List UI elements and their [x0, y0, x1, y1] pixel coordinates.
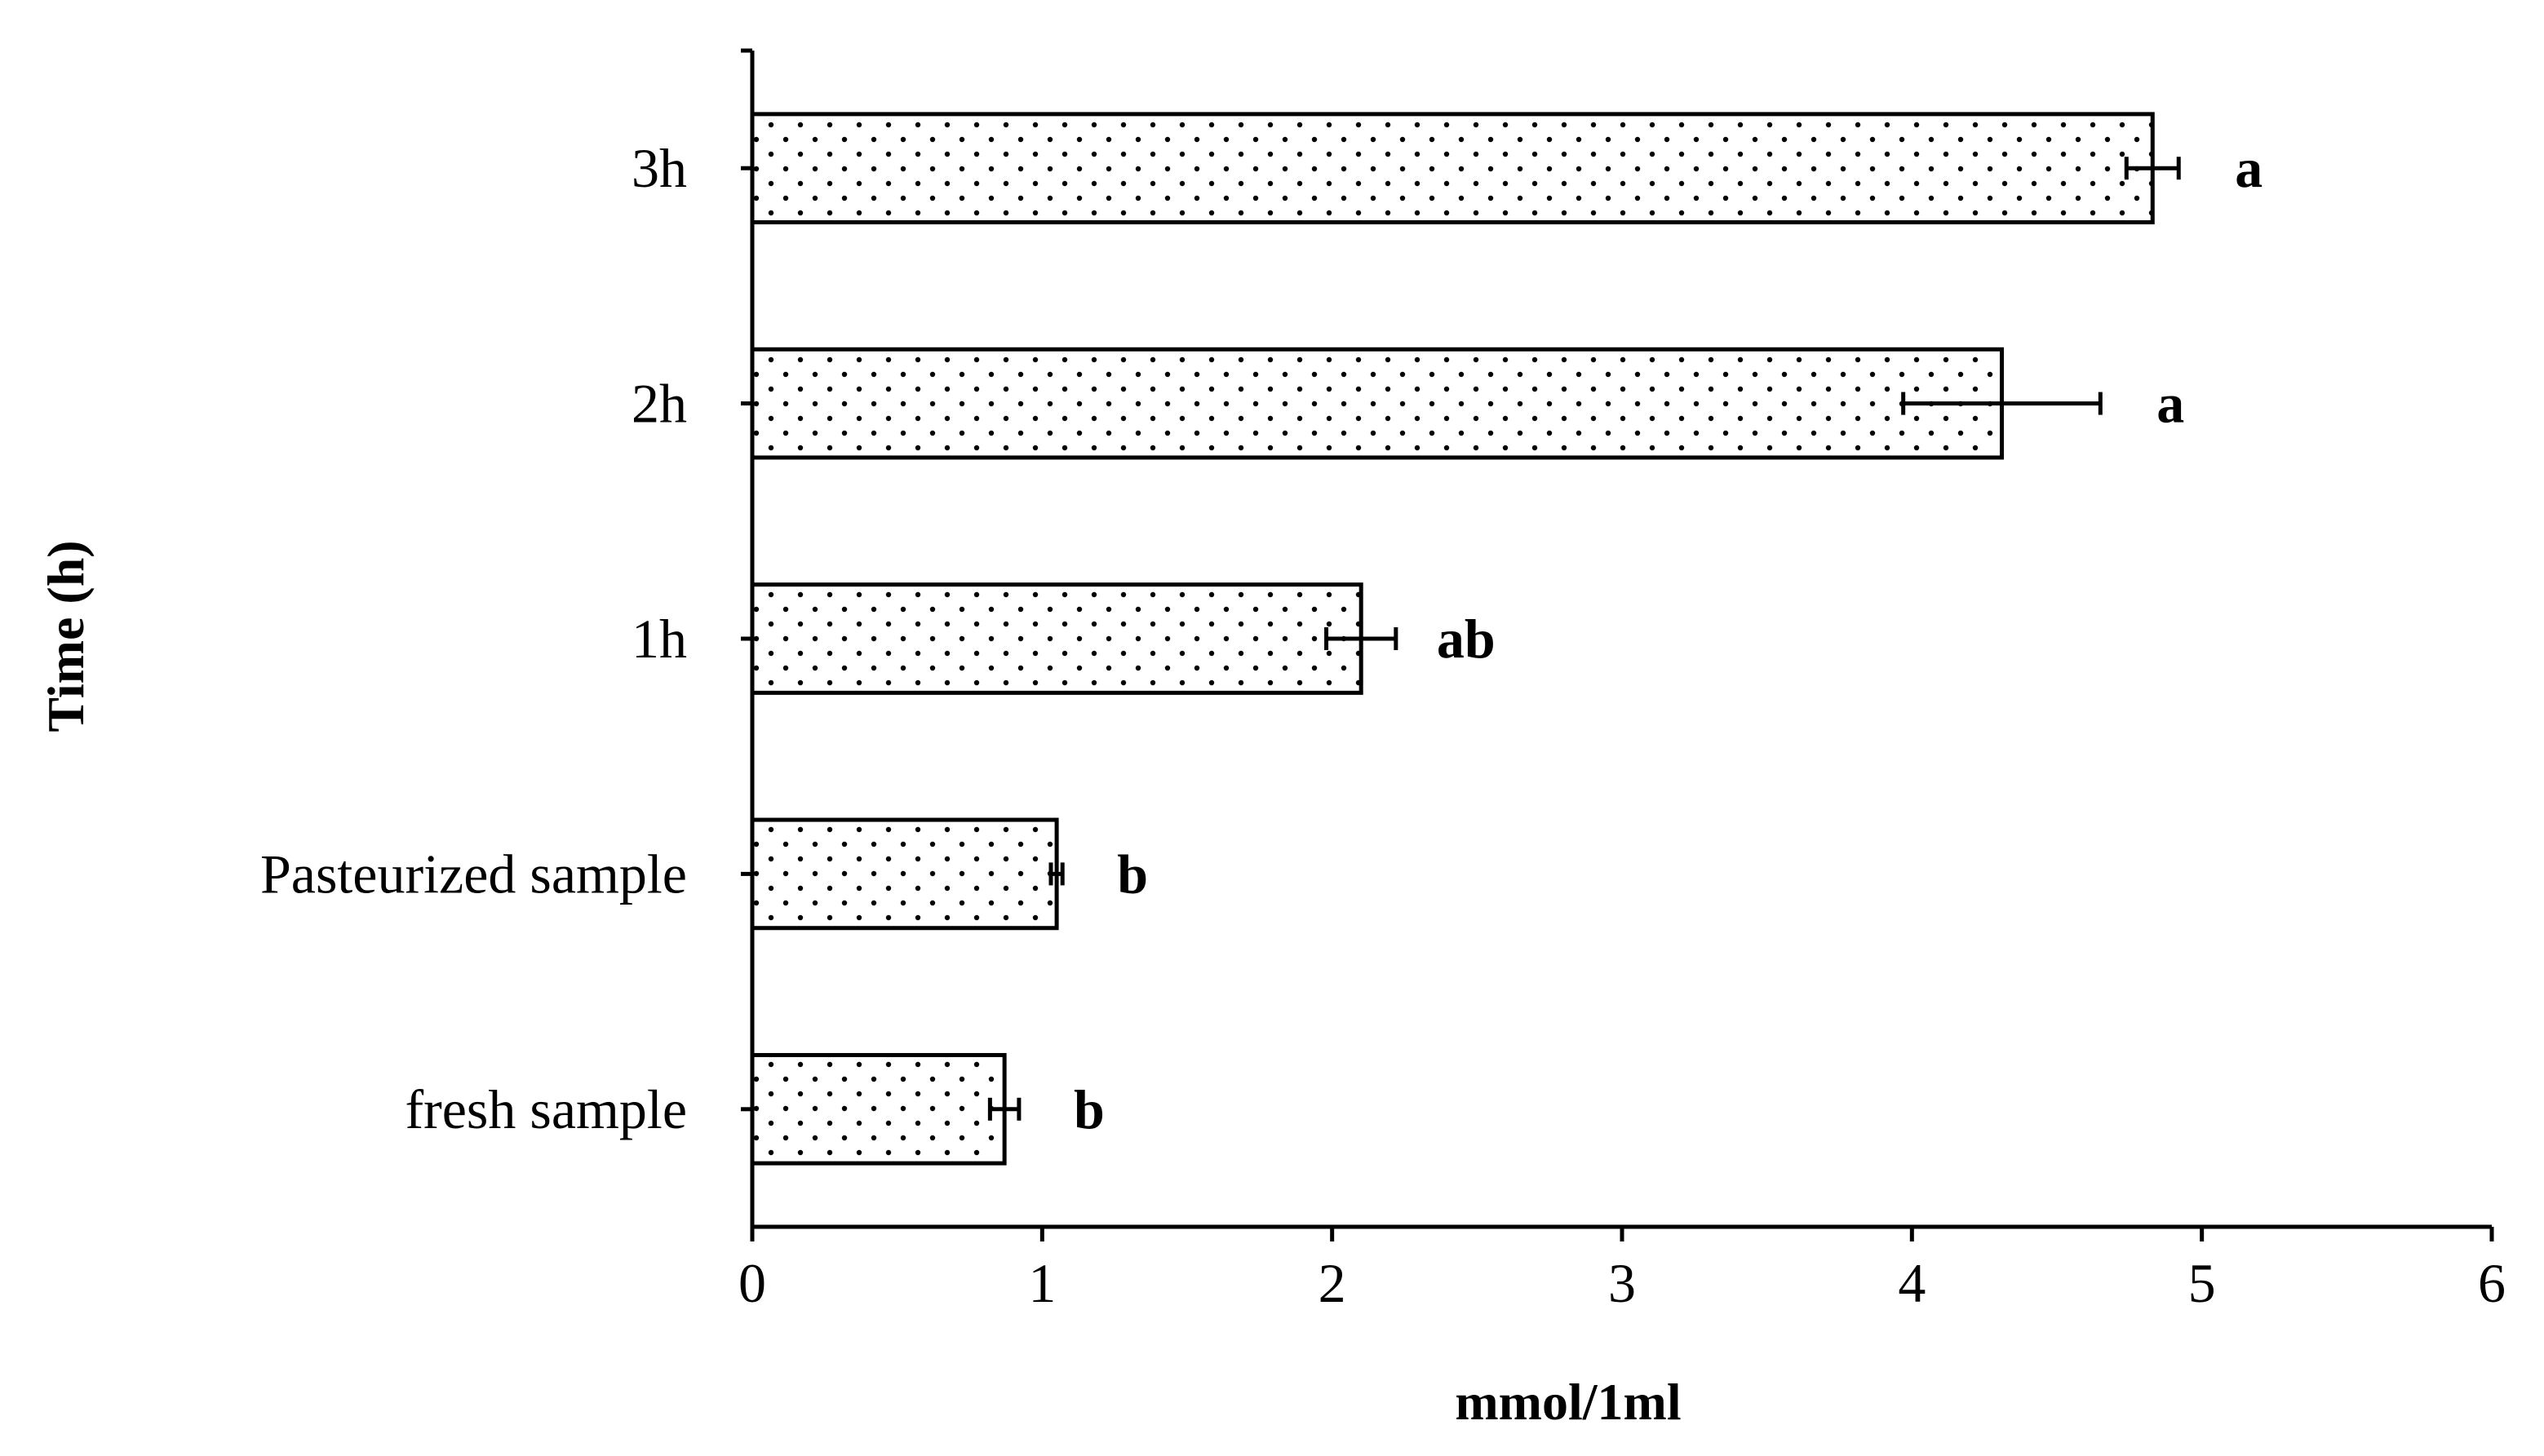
bar-2h — [750, 347, 2004, 460]
x-tick-label-0: 0 — [738, 1252, 766, 1314]
y-tick-label-2h: 2h — [632, 373, 687, 435]
x-tick-label-4: 4 — [1898, 1252, 1926, 1314]
error-bar-2h — [1901, 392, 2103, 415]
y-axis-title: Time (h) — [37, 540, 95, 732]
error-bar-pasteurized-sample — [1048, 862, 1065, 886]
significance-label-1h: ab — [1437, 608, 1496, 670]
x-tick-label-1: 1 — [1028, 1252, 1056, 1314]
bar-fresh-sample — [750, 1052, 1007, 1166]
y-tick-label-pasteurized-sample: Pasteurized sample — [260, 843, 687, 905]
y-tick-label-1h: 1h — [632, 608, 687, 670]
x-tick-label-6: 6 — [2478, 1252, 2506, 1314]
bar-pasteurized-sample — [750, 817, 1059, 931]
x-tick-label-3: 3 — [1608, 1252, 1636, 1314]
x-tick-label-2: 2 — [1319, 1252, 1346, 1314]
significance-label-3h: a — [2235, 137, 2263, 199]
y-tick-label-3h: 3h — [632, 137, 687, 199]
significance-label-fresh-sample: b — [1074, 1078, 1105, 1140]
y-tick-label-fresh-sample: fresh sample — [405, 1078, 687, 1140]
x-axis-title: mmol/1ml — [1455, 1373, 1681, 1431]
bar-3h — [750, 112, 2155, 225]
significance-label-pasteurized-sample: b — [1117, 843, 1148, 905]
error-bar-1h — [1324, 627, 1398, 650]
significance-label-2h: a — [2156, 373, 2184, 435]
x-tick-label-5: 5 — [2188, 1252, 2216, 1314]
error-bar-fresh-sample — [987, 1097, 1022, 1121]
error-bar-3h — [2124, 157, 2181, 180]
bar-1h — [750, 582, 1363, 695]
